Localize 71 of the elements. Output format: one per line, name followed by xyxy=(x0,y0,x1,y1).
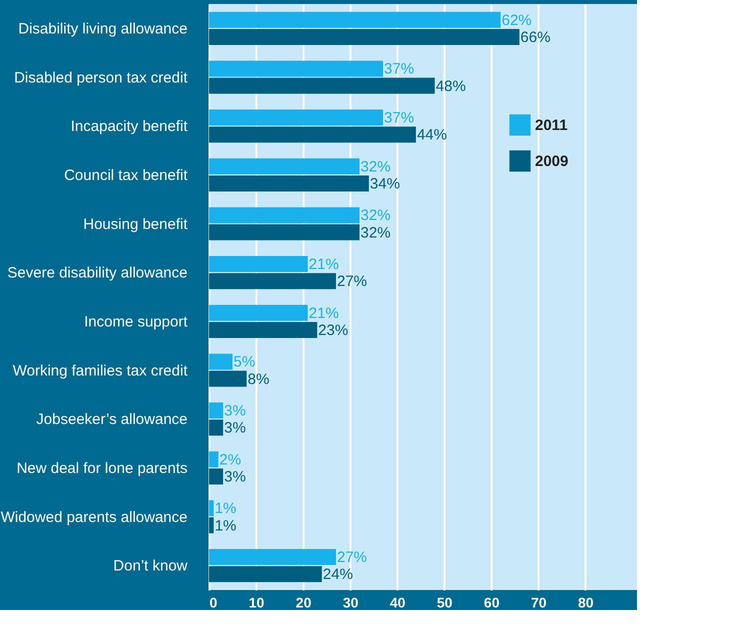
legend-label: 2009 xyxy=(535,153,568,170)
bar xyxy=(209,175,369,192)
y-tick-label: Jobseeker’s allowance xyxy=(36,411,188,428)
x-tick-label: 70 xyxy=(530,594,547,610)
data-label: 2% xyxy=(219,451,242,468)
data-label: 24% xyxy=(322,566,353,584)
data-label: 66% xyxy=(520,28,550,46)
data-label: 1% xyxy=(214,517,236,534)
bar xyxy=(209,304,308,321)
legend-label: 2011 xyxy=(535,117,568,134)
bar xyxy=(209,500,214,516)
bar xyxy=(209,60,384,77)
bar xyxy=(209,451,218,468)
bar xyxy=(209,224,360,240)
bar xyxy=(209,402,224,419)
y-tick-label: Disabled person tax credit xyxy=(14,69,188,86)
data-label: 44% xyxy=(416,126,447,144)
data-label: 32% xyxy=(360,158,391,176)
y-tick-label: Council tax benefit xyxy=(64,166,188,184)
bar xyxy=(209,549,336,566)
data-label: 3% xyxy=(224,420,246,437)
data-label: 32% xyxy=(360,224,391,242)
data-label: 32% xyxy=(360,207,391,224)
y-tick-label: Housing benefit xyxy=(83,216,188,233)
data-label: 48% xyxy=(436,78,466,95)
y-tick-label: Incapacity benefit xyxy=(70,118,188,136)
bar xyxy=(209,420,224,436)
bar xyxy=(209,207,360,224)
x-tick-label: 80 xyxy=(578,594,594,610)
data-label: 34% xyxy=(370,175,400,192)
bar xyxy=(209,322,318,338)
data-label: 3% xyxy=(224,402,246,420)
x-tick-label: 50 xyxy=(436,594,453,610)
bar xyxy=(209,158,360,174)
x-tick-label: 20 xyxy=(296,594,312,610)
y-tick-label: Income support xyxy=(84,313,188,330)
bar xyxy=(209,78,435,94)
data-label: 27% xyxy=(336,549,368,566)
y-tick-label: Severe disability allowance xyxy=(7,264,188,282)
bar xyxy=(209,354,233,370)
x-tick-label: 30 xyxy=(342,594,359,610)
bar xyxy=(209,126,416,143)
bar xyxy=(209,517,214,534)
y-tick-label: Widowed parents allowance xyxy=(0,508,188,526)
bar xyxy=(209,12,501,28)
y-tick-label: New deal for lone parents xyxy=(16,460,188,477)
data-label: 21% xyxy=(308,304,339,322)
data-label: 23% xyxy=(318,322,348,339)
data-label: 27% xyxy=(336,273,368,290)
bar xyxy=(209,566,322,582)
y-tick-label: Working families tax credit xyxy=(12,362,188,380)
x-tick-label: 60 xyxy=(484,594,500,610)
data-label: 5% xyxy=(234,354,256,371)
y-tick-label: Don’t know xyxy=(113,558,188,575)
y-tick-label: Disability living allowance xyxy=(18,20,188,38)
x-tick-label: 40 xyxy=(390,594,406,610)
bar xyxy=(209,468,224,484)
bar xyxy=(209,110,384,126)
data-label: 8% xyxy=(248,370,270,388)
x-tick-label: 10 xyxy=(248,594,265,610)
data-label: 1% xyxy=(214,500,236,518)
data-label: 3% xyxy=(224,468,246,486)
bar xyxy=(209,256,308,272)
data-label: 21% xyxy=(308,256,339,274)
bar xyxy=(209,273,336,290)
data-label: 37% xyxy=(384,60,414,78)
bar xyxy=(209,28,520,45)
data-label: 62% xyxy=(502,12,532,29)
x-tick-label: 0 xyxy=(210,594,218,610)
data-label: 37% xyxy=(384,110,414,127)
bar xyxy=(209,370,247,387)
